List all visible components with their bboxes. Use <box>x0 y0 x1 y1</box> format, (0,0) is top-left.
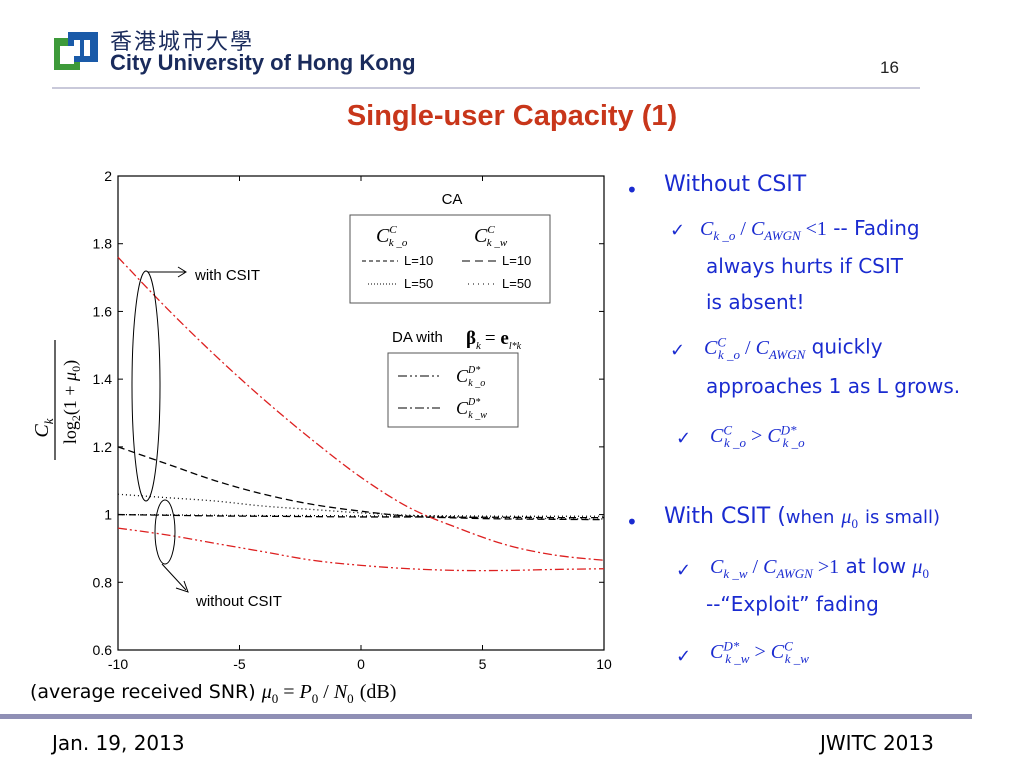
item-cont-1: always hurts if CSIT <box>706 254 903 278</box>
without-csit-ellipse <box>154 499 176 565</box>
tick-layer: -10 -5 0 5 10 0.6 0.8 1 1.2 1.4 1.6 1.8 2 <box>93 168 612 672</box>
bullet-with-csit: With CSIT (when μ0 is small) <box>664 504 940 532</box>
item-approaches-text: quickly <box>805 334 883 359</box>
university-name-english: City University of Hong Kong <box>110 50 416 75</box>
with-csit-label: With CSIT ( <box>664 504 786 529</box>
legend-ca-l10-kw: L=10 <box>502 253 531 268</box>
y-label-denominator: log2(1 + μ0) <box>60 360 83 444</box>
x-caption-formula: μ0 = P0 / N0 <box>261 681 354 706</box>
with-csit-end: is small) <box>864 507 941 528</box>
y-tick-label: 1.4 <box>93 371 113 387</box>
x-caption-text: (average received SNR) <box>30 681 256 703</box>
check-icon: ✓ <box>670 340 686 361</box>
university-logo <box>54 32 98 70</box>
math-cc-ko-ratio: CCk _o / CAWGN <box>704 334 806 362</box>
item-fading-hurts: Ck _o / CAWGN <1 -- Fading <box>700 216 920 244</box>
legend-ca-col1-head: CC k _o <box>376 224 408 249</box>
legend-ca: CA CC k _o CC k _w L=10 L=10 L=50 L=50 <box>349 191 551 304</box>
slide-title: Single-user Capacity (1) <box>346 100 678 132</box>
annotation-with-csit: with CSIT <box>194 267 260 284</box>
without-csit-arrow <box>161 563 187 591</box>
item-cont-2: is absent! <box>706 290 805 314</box>
y-tick-label: 2 <box>104 168 112 184</box>
x-axis-caption: (average received SNR) μ0 = P0 / N0 (dB) <box>30 681 396 707</box>
with-csit-when: when <box>785 507 835 528</box>
legend-da-title-math: βk = el*k <box>466 328 522 352</box>
y-tick-label: 1.8 <box>93 236 113 252</box>
x-tick-label: -5 <box>233 656 246 672</box>
footer-date: Jan. 19, 2013 <box>52 731 185 755</box>
item-exploit: Ck _w / CAWGN >1 at low μ0 <box>710 554 929 582</box>
y-tick-label: 0.8 <box>93 574 113 590</box>
y-tick-label: 1.2 <box>93 439 113 455</box>
footer-divider <box>0 714 972 719</box>
legend-ca-l10-ko: L=10 <box>404 253 433 268</box>
annotation-without-csit: without CSIT <box>195 593 282 610</box>
y-tick-label: 0.6 <box>93 642 113 658</box>
legend-da-title: DA with <box>392 329 443 346</box>
y-label-numerator: Ck <box>31 418 56 437</box>
legend-ca-l50-kw: L=50 <box>502 276 531 291</box>
y-tick-label: 1.6 <box>93 303 113 319</box>
x-tick-label: 10 <box>596 656 612 672</box>
check-icon: ✓ <box>676 646 692 667</box>
without-csit-arrowhead <box>175 580 189 593</box>
series-line-cc_ko_L10 <box>117 446 605 521</box>
legend-ca-box <box>349 214 551 304</box>
bullet-without-csit: Without CSIT <box>664 172 807 197</box>
with-csit-arrowhead <box>177 266 187 278</box>
legend-da-box <box>387 352 519 428</box>
y-axis-label: Ck log2(1 + μ0) <box>31 340 83 460</box>
university-name-chinese: 香港城市大學 <box>110 30 255 55</box>
header-divider <box>52 87 920 89</box>
math-ck-w-ratio: Ck _w / CAWGN >1 <box>710 556 840 581</box>
math-cd-gt-cc: CD*k _w > CCk _w <box>710 638 809 666</box>
bullet-dot-1: • <box>626 178 638 202</box>
item-approaches: CCk _o / CAWGN quickly <box>704 334 883 363</box>
bullet-dot-2: • <box>626 510 638 534</box>
page-number: 16 <box>880 58 899 77</box>
series-line-cd_kw <box>117 256 605 561</box>
check-icon: ✓ <box>670 220 686 241</box>
item-exploit-mu: μ0 <box>912 556 929 581</box>
x-caption-unit: (dB) <box>359 681 397 703</box>
series-line-cc_kw_L10 <box>117 513 605 519</box>
item-cont-4: --“Exploit” fading <box>706 592 879 616</box>
footer-conference: JWITC 2013 <box>820 731 934 755</box>
item-cd-gt-cc: CD*k _w > CCk _w <box>710 638 809 667</box>
annotations: with CSIT without CSIT <box>131 266 282 610</box>
check-icon: ✓ <box>676 428 692 449</box>
item-exploit-text: at low <box>845 554 907 578</box>
check-icon: ✓ <box>676 560 692 581</box>
legend-ca-l50-ko: L=50 <box>404 276 433 291</box>
item-fading-text: -- Fading <box>826 216 920 240</box>
with-csit-ellipse <box>131 270 161 502</box>
series-layer <box>117 256 605 572</box>
with-csit-mu: μ0 <box>841 506 858 531</box>
x-tick-label: 0 <box>357 656 365 672</box>
item-cc-gt-cd: CCk _o > CD*k _o <box>710 422 805 451</box>
capacity-chart: -10 -5 0 5 10 0.6 0.8 1 1.2 1.4 1.6 1.8 2 Ck log2(1 … <box>31 168 612 672</box>
y-tick-label: 1 <box>104 507 112 523</box>
x-tick-label: 5 <box>479 656 487 672</box>
math-ck-o-ratio: Ck _o / CAWGN <1 <box>700 218 827 243</box>
series-line-cd_ko <box>117 527 605 572</box>
math-cc-gt-cd: CCk _o > CD*k _o <box>710 422 805 450</box>
x-tick-label: -10 <box>108 656 128 672</box>
legend-da: DA with βk = el*k CD* k _o CD* k _w <box>387 328 522 428</box>
legend-ca-title: CA <box>442 191 463 208</box>
item-cont-3: approaches 1 as L grows. <box>706 374 961 398</box>
